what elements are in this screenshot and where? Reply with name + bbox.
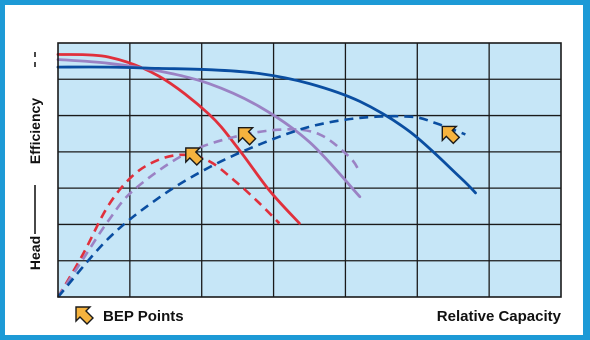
x-axis-label: Relative Capacity — [437, 308, 562, 325]
bep-arrow-icon — [441, 125, 461, 145]
plot-border — [57, 42, 562, 298]
efficiency-curve-2 — [56, 127, 361, 298]
efficiency-curve-1 — [56, 153, 281, 298]
head-curve-2 — [56, 58, 362, 199]
bep-legend-icon — [75, 306, 94, 325]
bep-marker-layer — [185, 125, 461, 166]
grid-lines — [58, 43, 561, 297]
efficiency-axis-label: Efficiency — [27, 98, 43, 164]
bep-marker-3 — [441, 125, 461, 145]
plot-area — [58, 43, 561, 297]
legend-bep-label: BEP Points — [103, 308, 184, 325]
bep-marker-1 — [185, 147, 204, 166]
head-curve-1 — [56, 53, 301, 225]
bep-arrow-icon — [185, 147, 204, 166]
efficiency-curve-3 — [57, 114, 466, 298]
bep-marker-2 — [237, 126, 257, 146]
legend-bep-marker — [75, 306, 94, 325]
bep-arrow-icon — [237, 126, 257, 146]
bep-arrow-icon — [75, 306, 94, 325]
head-curve-3 — [56, 65, 477, 195]
curve-layer — [56, 53, 477, 298]
head-axis-label: Head — [27, 236, 43, 270]
